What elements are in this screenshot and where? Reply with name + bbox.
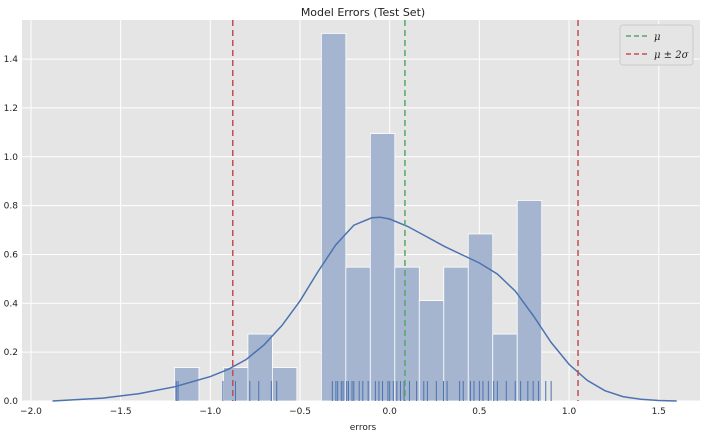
- histogram-bar: [492, 333, 518, 402]
- y-tick-label: 0.0: [4, 397, 19, 407]
- histogram-bars: [174, 33, 543, 402]
- y-tick-label: 0.4: [4, 299, 19, 309]
- legend-box: [619, 24, 694, 66]
- x-axis-ticks: −2.0 −1.5 −1.0 −0.5 0.0 0.5 1.0 1.5: [20, 407, 666, 417]
- x-tick-label: 0.0: [383, 407, 398, 417]
- y-tick-label: 1.4: [4, 55, 19, 65]
- x-tick-label: −2.0: [20, 407, 42, 417]
- y-tick-label: 1.2: [4, 104, 18, 114]
- histogram-bar: [394, 266, 420, 402]
- rug-marks: [175, 381, 552, 401]
- histogram-bar: [369, 133, 396, 402]
- y-tick-label: 1.0: [4, 153, 19, 163]
- x-tick-label: 1.5: [652, 407, 666, 417]
- x-axis-label: errors: [350, 423, 377, 433]
- histogram-bar: [271, 367, 298, 402]
- y-tick-label: 0.2: [4, 348, 18, 358]
- legend-label: μ ± 2σ: [654, 50, 690, 61]
- x-tick-label: −1.0: [199, 407, 221, 417]
- kde-curve: [52, 216, 677, 402]
- legend: μ μ ± 2σ: [619, 24, 694, 66]
- legend-label: μ: [654, 32, 661, 43]
- y-tick-label: 0.8: [4, 202, 19, 212]
- histogram-bar: [443, 266, 469, 402]
- histogram-bar: [247, 333, 273, 402]
- histogram-bar: [418, 300, 445, 402]
- chart-title: Model Errors (Test Set): [301, 6, 425, 19]
- y-tick-label: 0.6: [4, 250, 19, 260]
- reference-lines: [232, 20, 579, 401]
- y-axis-ticks: 0.0 0.2 0.4 0.6 0.8 1.0 1.2 1.4: [4, 55, 19, 407]
- x-tick-label: 1.0: [562, 407, 577, 417]
- histogram-bar: [320, 33, 347, 402]
- histogram-bar: [516, 200, 543, 402]
- histogram-bar: [467, 233, 494, 402]
- x-tick-label: −1.5: [110, 407, 132, 417]
- x-tick-label: 0.5: [472, 407, 486, 417]
- histogram-bar: [345, 266, 371, 402]
- x-tick-label: −0.5: [289, 407, 311, 417]
